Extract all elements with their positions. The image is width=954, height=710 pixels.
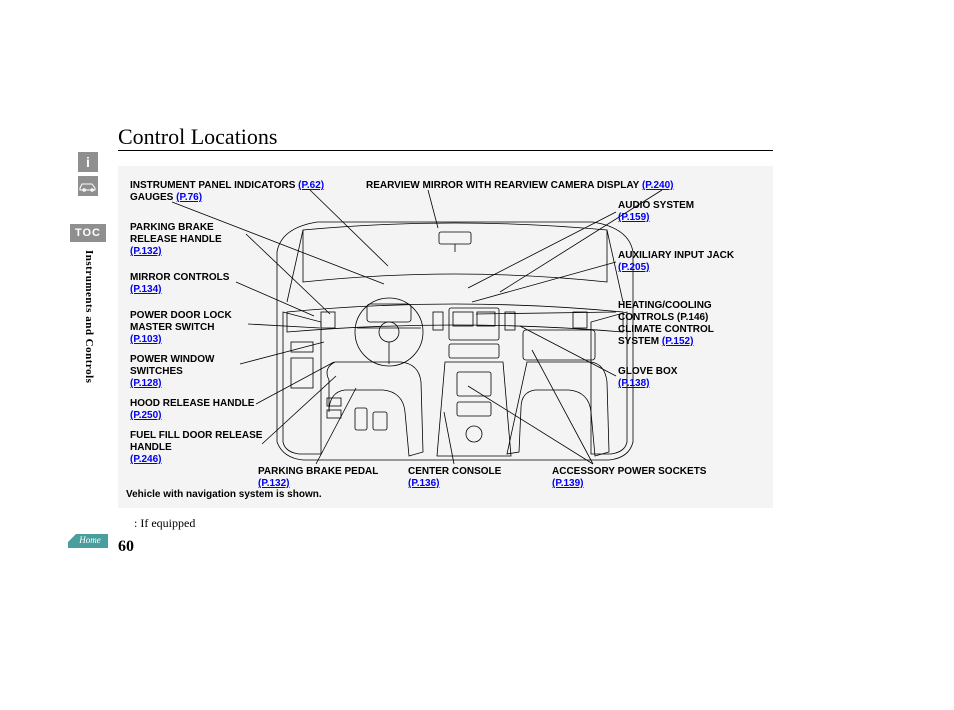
- page-ref-link[interactable]: (P.103): [130, 334, 162, 345]
- callout-mirror: MIRROR CONTROLS(P.134): [130, 272, 229, 296]
- callout-windows: POWER WINDOWSWITCHES(P.128): [130, 354, 214, 390]
- page-ref-link[interactable]: (P.246): [130, 454, 162, 465]
- page-ref-link[interactable]: (P.250): [130, 410, 162, 421]
- car-icon[interactable]: [78, 176, 98, 196]
- home-label: Home: [78, 535, 101, 545]
- page-title: Control Locations: [118, 124, 277, 150]
- figure-box: INSTRUMENT PANEL INDICATORS (P.62)GAUGES…: [118, 166, 773, 508]
- page-ref-link[interactable]: (P.159): [618, 212, 650, 223]
- callout-accessory: ACCESSORY POWER SOCKETS(P.139): [552, 466, 706, 490]
- page-ref-link[interactable]: (P.205): [618, 262, 650, 273]
- title-rule: [118, 150, 773, 151]
- page-ref-link[interactable]: (P.132): [258, 478, 290, 489]
- page-ref-link[interactable]: (P.240): [642, 180, 674, 191]
- callout-ipi: INSTRUMENT PANEL INDICATORS (P.62): [130, 180, 324, 192]
- page-ref-link[interactable]: (P.76): [176, 192, 202, 203]
- callout-glove: GLOVE BOX(P.138): [618, 366, 677, 390]
- dashboard-diagram: [273, 212, 638, 462]
- callout-audio: AUDIO SYSTEM(P.159): [618, 200, 694, 224]
- callout-aux: AUXILIARY INPUT JACK(P.205): [618, 250, 734, 274]
- home-button[interactable]: Home: [68, 530, 108, 548]
- callout-fuel: FUEL FILL DOOR RELEASEHANDLE(P.246): [130, 430, 262, 466]
- section-label: Instruments and Controls: [83, 250, 95, 383]
- page-ref-link[interactable]: (P.152): [662, 336, 694, 347]
- callout-hood: HOOD RELEASE HANDLE(P.250): [130, 398, 254, 422]
- page-ref-link[interactable]: (P.62): [298, 180, 324, 191]
- callout-parking_brake_handle: PARKING BRAKERELEASE HANDLE(P.132): [130, 222, 222, 258]
- callout-doorlock: POWER DOOR LOCKMASTER SWITCH(P.103): [130, 310, 232, 346]
- page-ref-link[interactable]: (P.132): [130, 246, 162, 257]
- info-icon[interactable]: i: [78, 152, 98, 172]
- page-ref-link[interactable]: (P.139): [552, 478, 584, 489]
- diagram-note: Vehicle with navigation system is shown.: [126, 489, 322, 500]
- callout-center: CENTER CONSOLE(P.136): [408, 466, 501, 490]
- page-ref-link[interactable]: (P.136): [408, 478, 440, 489]
- page: Control Locations i TOC Instruments and …: [0, 0, 954, 710]
- toc-button[interactable]: TOC: [70, 224, 106, 242]
- page-ref-link[interactable]: (P.128): [130, 378, 162, 389]
- footnote: : If equipped: [134, 516, 195, 531]
- callout-hvac: HEATING/COOLINGCONTROLS (P.146)CLIMATE C…: [618, 300, 714, 348]
- callout-rearview: REARVIEW MIRROR WITH REARVIEW CAMERA DIS…: [366, 180, 673, 192]
- page-ref-link[interactable]: (P.134): [130, 284, 162, 295]
- page-ref-link[interactable]: (P.138): [618, 378, 650, 389]
- callout-gauges: GAUGES (P.76): [130, 192, 202, 204]
- page-number: 60: [118, 538, 134, 556]
- callout-parking_brake_pedal: PARKING BRAKE PEDAL(P.132): [258, 466, 378, 490]
